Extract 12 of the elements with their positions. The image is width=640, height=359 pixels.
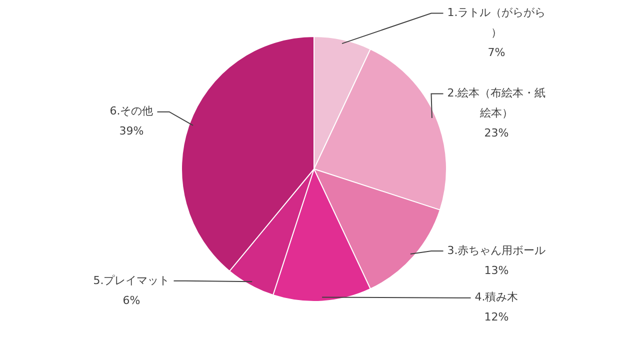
data-label: 6% <box>122 294 140 307</box>
data-label: 12% <box>484 310 509 324</box>
slice-label: 5.プレイマット <box>93 274 170 287</box>
data-label: 7% <box>488 46 506 60</box>
data-label: 23% <box>484 126 509 140</box>
data-label: 13% <box>484 264 509 277</box>
slice-label: 3.赤ちゃん用ボール <box>447 244 546 257</box>
slice-label: 4.積み木 <box>474 290 518 304</box>
data-label: 39% <box>119 124 144 138</box>
slice-label: 2.絵本（布絵本・紙絵本） <box>447 86 546 120</box>
slice-label: 6.その他 <box>110 104 154 118</box>
slice-label: 1.ラトル（がらがら） <box>447 6 546 40</box>
